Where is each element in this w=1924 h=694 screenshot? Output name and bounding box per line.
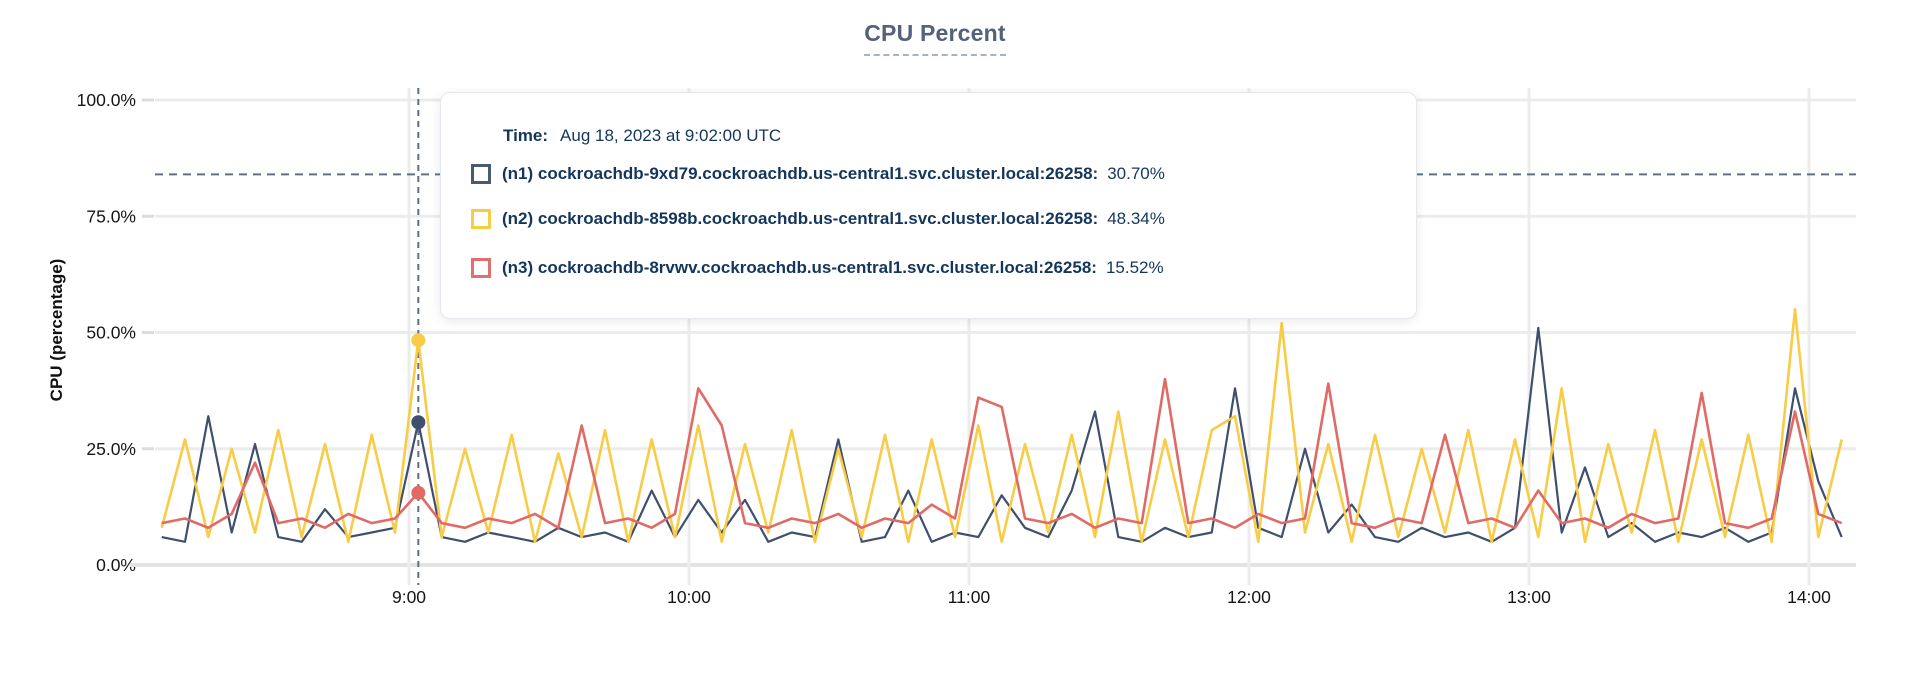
x-tick-label: 13:00 <box>1507 587 1551 607</box>
y-tick-label: 0.0% <box>96 555 136 575</box>
selected-point-dot-n1[interactable] <box>411 415 426 430</box>
x-tick-label: 10:00 <box>667 587 711 607</box>
y-tick-label: 50.0% <box>86 323 136 343</box>
chart-hover-tooltip: Time: Aug 18, 2023 at 9:02:00 UTC (n1) c… <box>440 92 1417 319</box>
tooltip-series-name: (n2) cockroachdb-8598b.cockroachdb.us-ce… <box>502 209 1099 228</box>
x-tick-label: 14:00 <box>1787 587 1831 607</box>
y-tick-label: 100.0% <box>77 90 136 110</box>
chart-title: CPU Percent <box>864 20 1006 56</box>
legend-swatch-n3-icon <box>471 258 491 278</box>
series-line-n2[interactable] <box>160 307 1843 544</box>
tooltip-time-label: Time: <box>503 126 549 145</box>
chart-title-wrap: CPU Percent <box>0 20 1870 56</box>
x-tick-label: 9:00 <box>392 587 426 607</box>
legend-swatch-n1-icon <box>471 164 491 184</box>
tooltip-time-value: Aug 18, 2023 at 9:02:00 UTC <box>560 126 782 145</box>
tooltip-series-value: 48.34% <box>1107 209 1165 228</box>
legend-swatch-n2-icon <box>471 209 491 229</box>
tooltip-series-value: 15.52% <box>1105 258 1164 277</box>
tooltip-time-row: Time: Aug 18, 2023 at 9:02:00 UTC <box>503 124 781 148</box>
tooltip-series-name: (n3) cockroachdb-8rvwv.cockroachdb.us-ce… <box>502 258 1097 277</box>
tooltip-series-row-n2: (n2) cockroachdb-8598b.cockroachdb.us-ce… <box>471 207 1165 231</box>
selected-point-dot-n2[interactable] <box>411 333 426 348</box>
tooltip-series-row-n3: (n3) cockroachdb-8rvwv.cockroachdb.us-ce… <box>471 256 1164 280</box>
series-line-n3[interactable] <box>161 377 1843 530</box>
tooltip-series-value: 30.70% <box>1107 164 1165 183</box>
x-tick-label: 12:00 <box>1227 587 1271 607</box>
selected-point-dot-n3[interactable] <box>411 485 426 500</box>
series-line-n1[interactable] <box>161 326 1843 543</box>
y-tick-label: 75.0% <box>86 206 136 226</box>
y-tick-label: 25.0% <box>86 439 136 459</box>
tooltip-series-name: (n1) cockroachdb-9xd79.cockroachdb.us-ce… <box>502 164 1099 183</box>
tooltip-series-row-n1: (n1) cockroachdb-9xd79.cockroachdb.us-ce… <box>471 162 1165 186</box>
x-tick-label: 11:00 <box>948 587 991 607</box>
